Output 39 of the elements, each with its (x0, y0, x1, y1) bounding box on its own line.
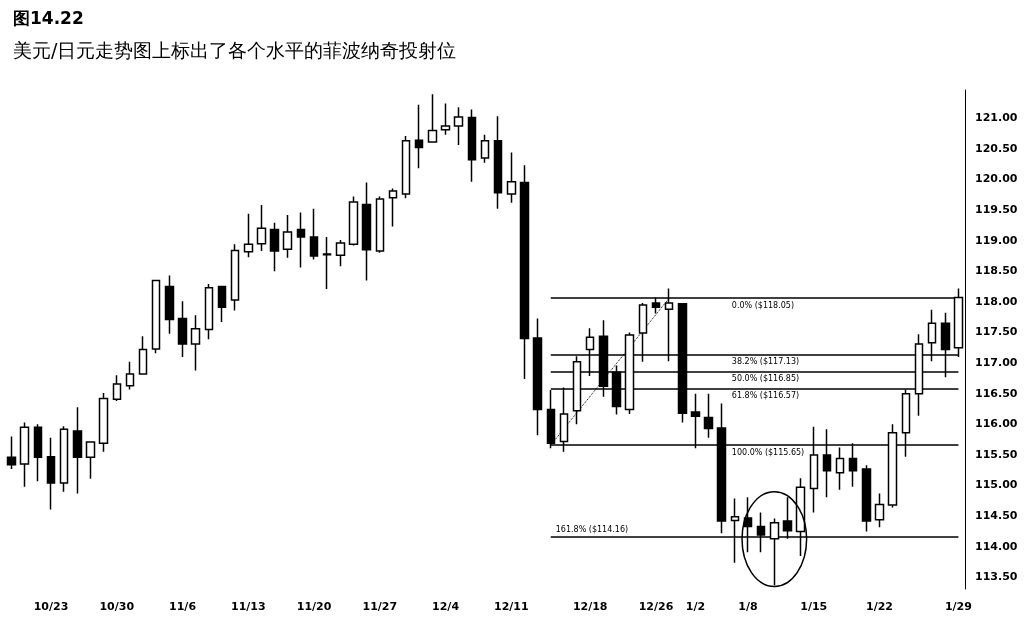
ref-line-label: 38.2% ($117.13) (731, 357, 800, 366)
x-tick-label: 1/2 (685, 600, 706, 613)
y-tick-label: 113.50 (975, 570, 1018, 584)
x-tick-label: 1/29 (944, 600, 972, 613)
y-tick-label: 120.00 (975, 172, 1018, 186)
x-tick-label: 1/22 (866, 600, 894, 613)
x-tick-label: 11/6 (169, 600, 197, 613)
chart-title: 图14.22 (13, 7, 84, 28)
ref-line-label: 61.8% ($116.57) (731, 391, 800, 401)
x-tick-label: 12/11 (493, 600, 529, 613)
y-tick-label: 115.00 (975, 478, 1018, 492)
x-tick-label: 11/27 (362, 600, 398, 613)
y-tick-label: 119.00 (975, 233, 1018, 247)
y-tick-label: 114.00 (975, 539, 1018, 553)
x-tick-label: 10/30 (99, 600, 135, 613)
y-tick-label: 121.00 (975, 111, 1018, 125)
x-tick-label: 1/15 (800, 600, 828, 613)
ref-line-label: 50.0% ($116.85) (731, 374, 800, 384)
chart-subtitle: 美元/日元走势图上标出了各个水平的菲波纳奇投射位 (13, 38, 457, 61)
y-tick-label: 116.50 (975, 386, 1018, 400)
x-tick-label: 12/4 (432, 600, 460, 613)
y-tick-label: 116.00 (975, 417, 1018, 431)
y-tick-label: 115.50 (975, 447, 1018, 461)
x-tick-label: 11/13 (230, 600, 266, 613)
y-tick-label: 114.50 (975, 509, 1018, 523)
x-tick-label: 12/18 (572, 600, 608, 613)
x-tick-label: 12/26 (638, 600, 674, 613)
y-tick-label: 117.50 (975, 325, 1018, 339)
y-tick-label: 117.00 (975, 355, 1018, 369)
ref-line-label: 0.0% ($118.05) (731, 300, 795, 310)
x-tick-label: 1/8 (738, 600, 758, 613)
y-tick-label: 118.00 (975, 294, 1018, 308)
x-tick-label: 10/23 (33, 600, 69, 613)
y-tick-label: 120.50 (975, 141, 1018, 155)
x-tick-label: 11/20 (296, 600, 332, 613)
ref-line-label: 161.8% ($114.16) (555, 524, 629, 534)
y-tick-label: 119.50 (975, 202, 1018, 216)
y-tick-label: 118.50 (975, 264, 1018, 278)
ref-line-label: 100.0% ($115.65) (731, 447, 805, 457)
